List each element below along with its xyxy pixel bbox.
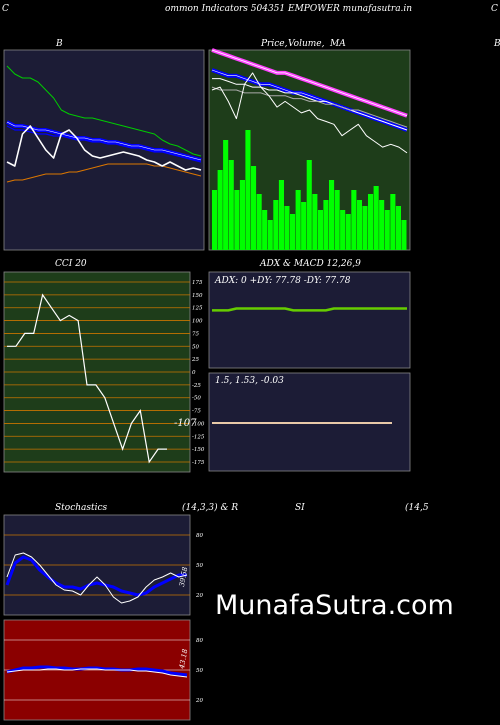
volume-bar [234, 190, 240, 250]
volume-bar [373, 186, 379, 250]
volume-bar [301, 202, 307, 250]
bb-series-4 [6, 125, 202, 171]
volume-bar [273, 200, 279, 250]
volume-bar [379, 200, 385, 250]
stoch-tick-label: 50 [196, 563, 203, 569]
rsi-params: (14,5 [405, 503, 429, 513]
volume-bar [384, 210, 390, 250]
volume-bar [245, 130, 251, 250]
volume-bar [262, 210, 268, 250]
price-title-c: MA [330, 39, 346, 49]
volume-bar [323, 200, 329, 250]
cci-tick-label: -75 [192, 409, 201, 415]
cci-tick-label: 50 [192, 344, 199, 350]
adx-panel [208, 271, 411, 369]
cci-tick-label: 150 [192, 293, 203, 299]
volume-bar [395, 206, 401, 250]
cci-tick-label: 175 [192, 280, 203, 286]
macd-readout: 1.5, 1.53, -0.03 [215, 376, 284, 386]
volume-bar [345, 214, 351, 250]
cci-tick-label: -175 [192, 460, 205, 466]
page-title: ommon Indicators 504351 EMPOWER munafasu… [165, 4, 413, 14]
adx-readout: ADX: 0 +DY: 77.78 -DY: 77.78 [215, 276, 351, 286]
right-edge-b: B [494, 39, 500, 49]
bb-series-2 [6, 125, 202, 163]
volume-bar [356, 200, 362, 250]
volume-bar [251, 166, 257, 250]
cci-tick-label: -25 [192, 383, 201, 389]
volume-bar [306, 160, 312, 250]
volume-bar [212, 190, 218, 250]
header-left-edge: C [2, 4, 9, 14]
cci-series [7, 293, 167, 464]
adx-series [212, 307, 407, 312]
cci-tick-label: 25 [191, 357, 199, 363]
price-series-4 [211, 72, 408, 154]
cci-tick-label: 75 [192, 331, 199, 337]
rsi-series-avg [6, 665, 188, 677]
rsi-title: SI [295, 503, 305, 513]
volume-bar [390, 194, 396, 250]
price-title-b: Volume, [288, 39, 325, 49]
stoch-tick-label: 80 [196, 533, 203, 539]
volume-bar [329, 180, 335, 250]
adx-title: ADX & MACD 12,26,9 [260, 259, 361, 269]
header-right-edge: C [491, 4, 498, 14]
volume-bar [312, 194, 318, 250]
rsi-series-rsi [6, 668, 188, 678]
rsi-tick-label: 80 [196, 638, 203, 644]
rsi-tick-label: 20 [195, 698, 203, 704]
volume-bar [295, 190, 301, 250]
cci-tick-label: -50 [192, 396, 201, 402]
volume-bar [368, 194, 374, 250]
volume-bar [278, 180, 284, 250]
watermark: MunafaSutra.com [215, 590, 454, 621]
stoch-series-k [6, 552, 188, 604]
cci-tick-label: -100 [192, 421, 205, 427]
cci-tick-label: 125 [192, 306, 203, 312]
price-series-3 [211, 86, 408, 128]
stoch-series-d [5, 555, 187, 597]
price-series-ma-upper-core [211, 49, 408, 117]
volume-bar [340, 210, 346, 250]
bb-series-0 [6, 65, 202, 157]
bb-series-3 [6, 163, 202, 183]
price-title-a: Price, [261, 39, 288, 49]
cci-value-label: -107 [174, 418, 197, 429]
volume-bar [267, 220, 273, 250]
cci-tick-label: 0 [192, 370, 196, 376]
volume-bar [223, 140, 229, 250]
volume-bar [317, 210, 323, 250]
stoch-params: (14,3,3) & R [182, 503, 239, 513]
volume-bar [401, 220, 407, 250]
volume-bar [290, 214, 296, 250]
volume-bar [239, 180, 245, 250]
volume-bar [362, 206, 368, 250]
cci-tick-label: 100 [192, 319, 203, 325]
bb-panel [3, 49, 205, 251]
volume-bar [284, 206, 290, 250]
volume-bar [351, 190, 357, 250]
volume-bar [334, 190, 340, 250]
stoch-tick-label: 20 [195, 593, 203, 599]
cci-tick-label: -125 [192, 434, 205, 440]
cci-title: CCI 20 [55, 259, 87, 269]
bb-title: B [56, 39, 63, 49]
bb-series-band-upper-core [6, 121, 202, 161]
cci-tick-label: -150 [192, 447, 205, 453]
rsi-tick-label: 50 [196, 668, 203, 674]
volume-bar [256, 194, 262, 250]
volume-bar [217, 170, 223, 250]
volume-bar [228, 160, 234, 250]
stoch-title: Stochastics [55, 503, 108, 513]
